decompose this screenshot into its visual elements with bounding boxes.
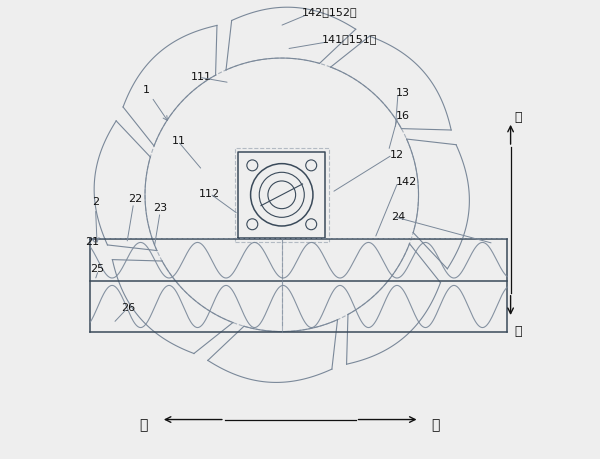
Text: 142（152）: 142（152） <box>302 7 358 17</box>
Text: 右: 右 <box>431 417 440 431</box>
Text: 112: 112 <box>199 188 220 198</box>
Text: 26: 26 <box>121 302 136 313</box>
Text: 24: 24 <box>391 212 406 222</box>
Text: 142: 142 <box>396 177 417 187</box>
Text: 111: 111 <box>191 73 212 82</box>
Text: 11: 11 <box>172 136 185 146</box>
Text: 2: 2 <box>92 196 99 242</box>
Text: 上: 上 <box>514 110 522 123</box>
Text: 16: 16 <box>396 111 410 121</box>
Text: 1: 1 <box>143 85 167 121</box>
Text: 12: 12 <box>390 150 404 160</box>
Text: 23: 23 <box>153 202 167 213</box>
Text: 13: 13 <box>396 88 410 98</box>
Text: 141（151）: 141（151） <box>322 34 377 44</box>
Text: 25: 25 <box>91 263 104 274</box>
Text: 22: 22 <box>128 193 142 203</box>
Text: 21: 21 <box>85 236 99 246</box>
Text: 下: 下 <box>514 324 522 337</box>
Text: 左: 左 <box>140 417 148 431</box>
